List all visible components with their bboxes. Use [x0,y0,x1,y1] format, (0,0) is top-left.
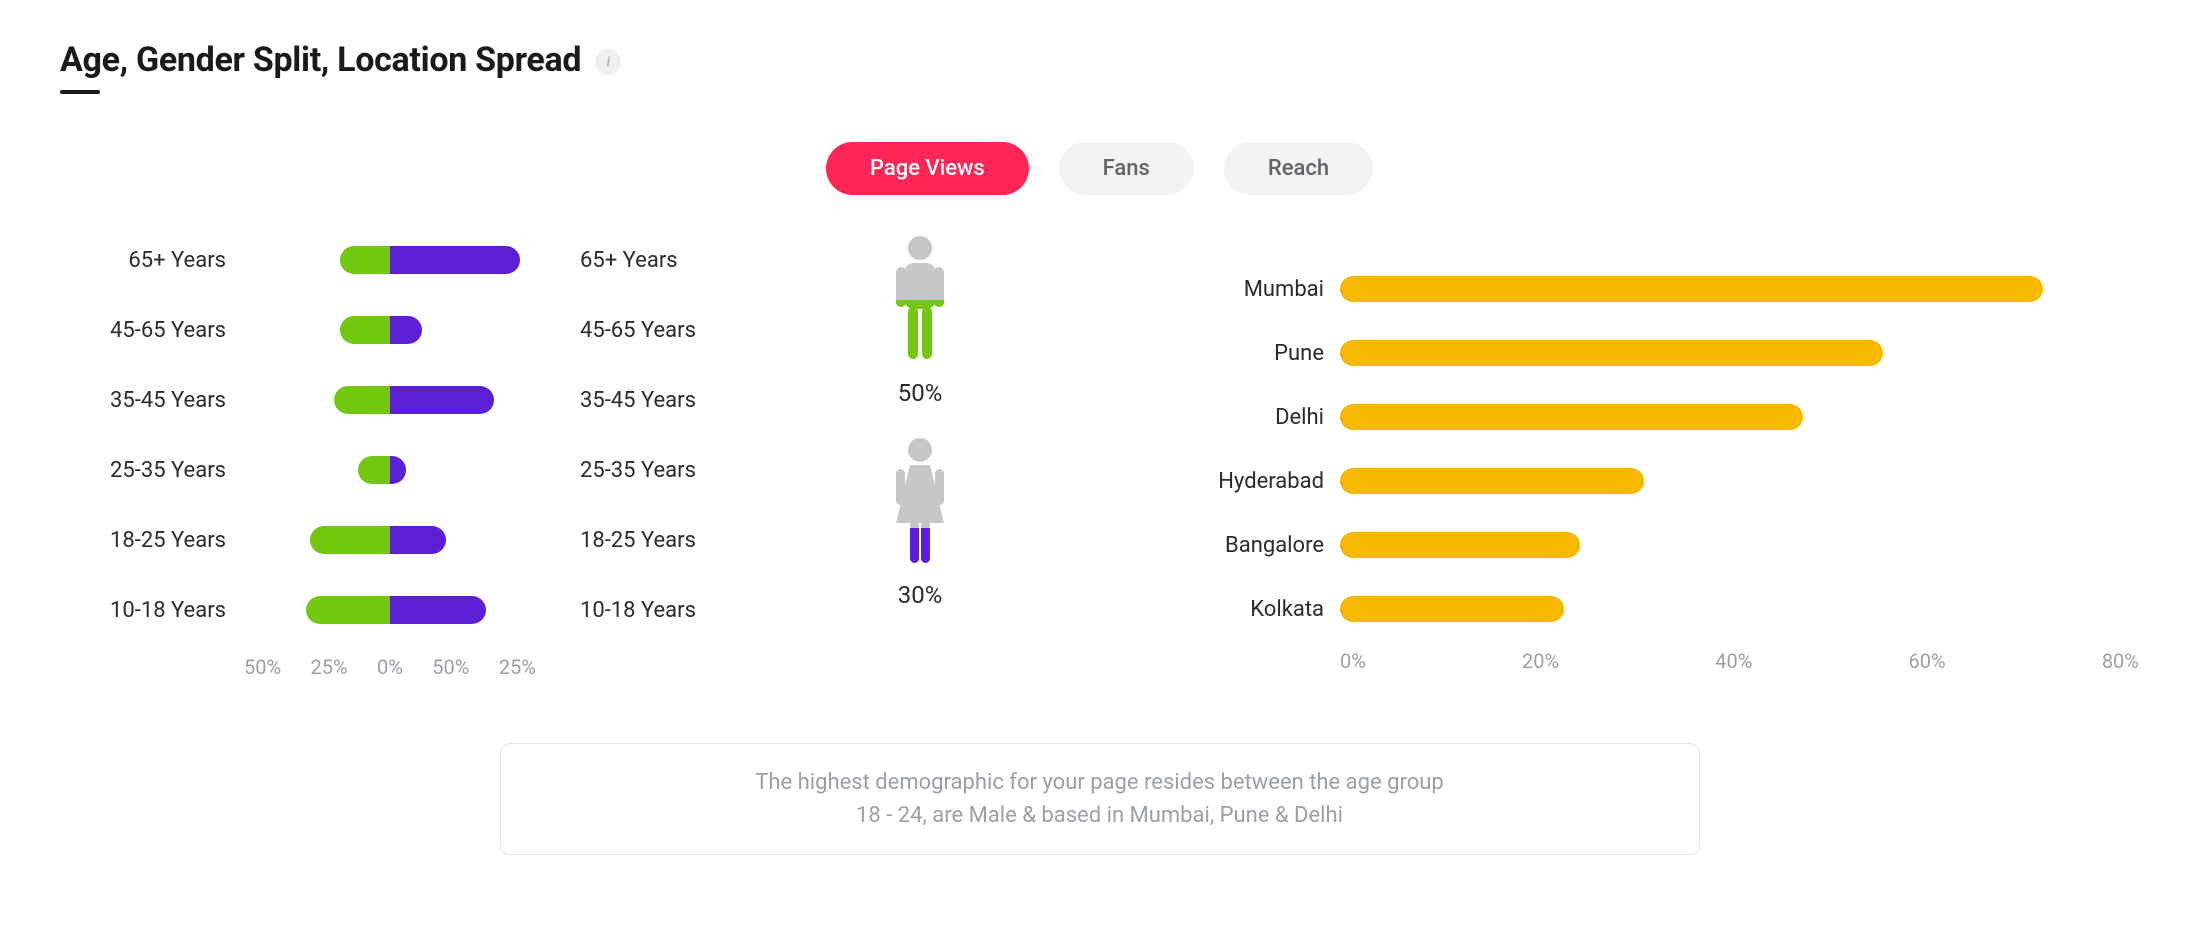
location-label: Bangalore [1140,533,1340,558]
location-bar [1340,404,2139,430]
location-row: Pune [1140,329,2139,377]
age-label-secondary: 10-18 Years [580,585,780,635]
male-percent: 50% [898,379,943,407]
age-bar-female [390,596,486,624]
location-bar [1340,468,2139,494]
age-row: 45-65 Years [60,305,540,355]
age-bar-male [310,526,390,554]
age-label: 45-65 Years [60,318,240,343]
axis-tick: 20% [1522,649,1559,675]
age-bar-male [340,316,390,344]
axis-tick: 60% [1909,649,1946,675]
tab-fans[interactable]: Fans [1059,142,1194,195]
age-label-secondary: 25-35 Years [580,445,780,495]
axis-tick: 25% [499,655,536,683]
location-label: Hyderabad [1140,469,1340,494]
location-bar [1340,340,2139,366]
location-bar [1340,276,2139,302]
age-label: 25-35 Years [60,458,240,483]
age-label-secondary: 65+ Years [580,235,780,285]
page-title: Age, Gender Split, Location Spread [60,40,581,94]
age-label: 18-25 Years [60,528,240,553]
age-bar-male [334,386,390,414]
age-label-secondary: 35-45 Years [580,375,780,425]
age-label: 35-45 Years [60,388,240,413]
age-bar-female [390,526,446,554]
age-label-secondary: 18-25 Years [580,515,780,565]
age-bar [240,526,540,554]
location-label: Pune [1140,341,1340,366]
location-label: Kolkata [1140,597,1340,622]
gender-male: 50% [890,235,950,407]
age-bar-female [390,246,520,274]
location-row: Hyderabad [1140,457,2139,505]
summary-line-1: The highest demographic for your page re… [541,766,1659,799]
age-axis: . 50%25%0%50%25% [60,655,540,683]
axis-tick: 0% [377,655,403,683]
axis-tick: 0% [1340,649,1366,675]
info-icon[interactable]: i [595,49,621,75]
location-row: Kolkata [1140,585,2139,633]
age-label: 65+ Years [60,248,240,273]
gender-female: 30% [888,437,952,609]
female-percent: 30% [898,581,943,609]
location-row: Bangalore [1140,521,2139,569]
location-row: Mumbai [1140,265,2139,313]
location-bar [1340,596,2139,622]
location-bar [1340,532,2139,558]
age-row: 35-45 Years [60,375,540,425]
female-icon [888,437,952,567]
tab-page-views[interactable]: Page Views [826,142,1029,195]
male-icon [890,235,950,365]
location-row: Delhi [1140,393,2139,441]
axis-tick: 40% [1715,649,1752,675]
age-label: 10-18 Years [60,598,240,623]
summary-line-2: 18 - 24, are Male & based in Mumbai, Pun… [541,799,1659,832]
age-bar-female [390,456,406,484]
age-bar [240,246,540,274]
tabs: Page Views Fans Reach [60,142,2139,195]
age-bar [240,596,540,624]
gender-chart: 50% [820,235,1020,609]
location-label: Delhi [1140,405,1340,430]
age-chart: 65+ Years 45-65 Years 35-45 Years 25-35 Yea… [60,235,540,683]
age-bar-male [340,246,390,274]
age-row: 25-35 Years [60,445,540,495]
age-labels-secondary: 65+ Years 45-65 Years 35-45 Years 25-35 Yea… [580,235,780,655]
axis-tick: 80% [2102,649,2139,675]
age-label-secondary: 45-65 Years [580,305,780,355]
age-bar [240,316,540,344]
age-row: 10-18 Years [60,585,540,635]
age-bar-female [390,386,494,414]
axis-tick: 50% [432,655,469,683]
axis-tick: 50% [244,655,281,683]
summary-card: The highest demographic for your page re… [500,743,1700,855]
age-row: 65+ Years [60,235,540,285]
age-row: 18-25 Years [60,515,540,565]
tab-reach[interactable]: Reach [1224,142,1373,195]
axis-tick: 25% [311,655,348,683]
header: Age, Gender Split, Location Spread i [60,40,2139,94]
content: 65+ Years 45-65 Years 35-45 Years 25-35 Yea… [60,235,2139,683]
age-bar-male [358,456,390,484]
location-chart: Mumbai Pune Delhi Hyderabad Bangalore Kolkata… [1140,235,2139,675]
location-axis: . 0%20%40%60%80% [1140,649,2139,675]
age-bar [240,456,540,484]
location-label: Mumbai [1140,277,1340,302]
age-bar-male [306,596,390,624]
age-bar-female [390,316,422,344]
age-bar [240,386,540,414]
